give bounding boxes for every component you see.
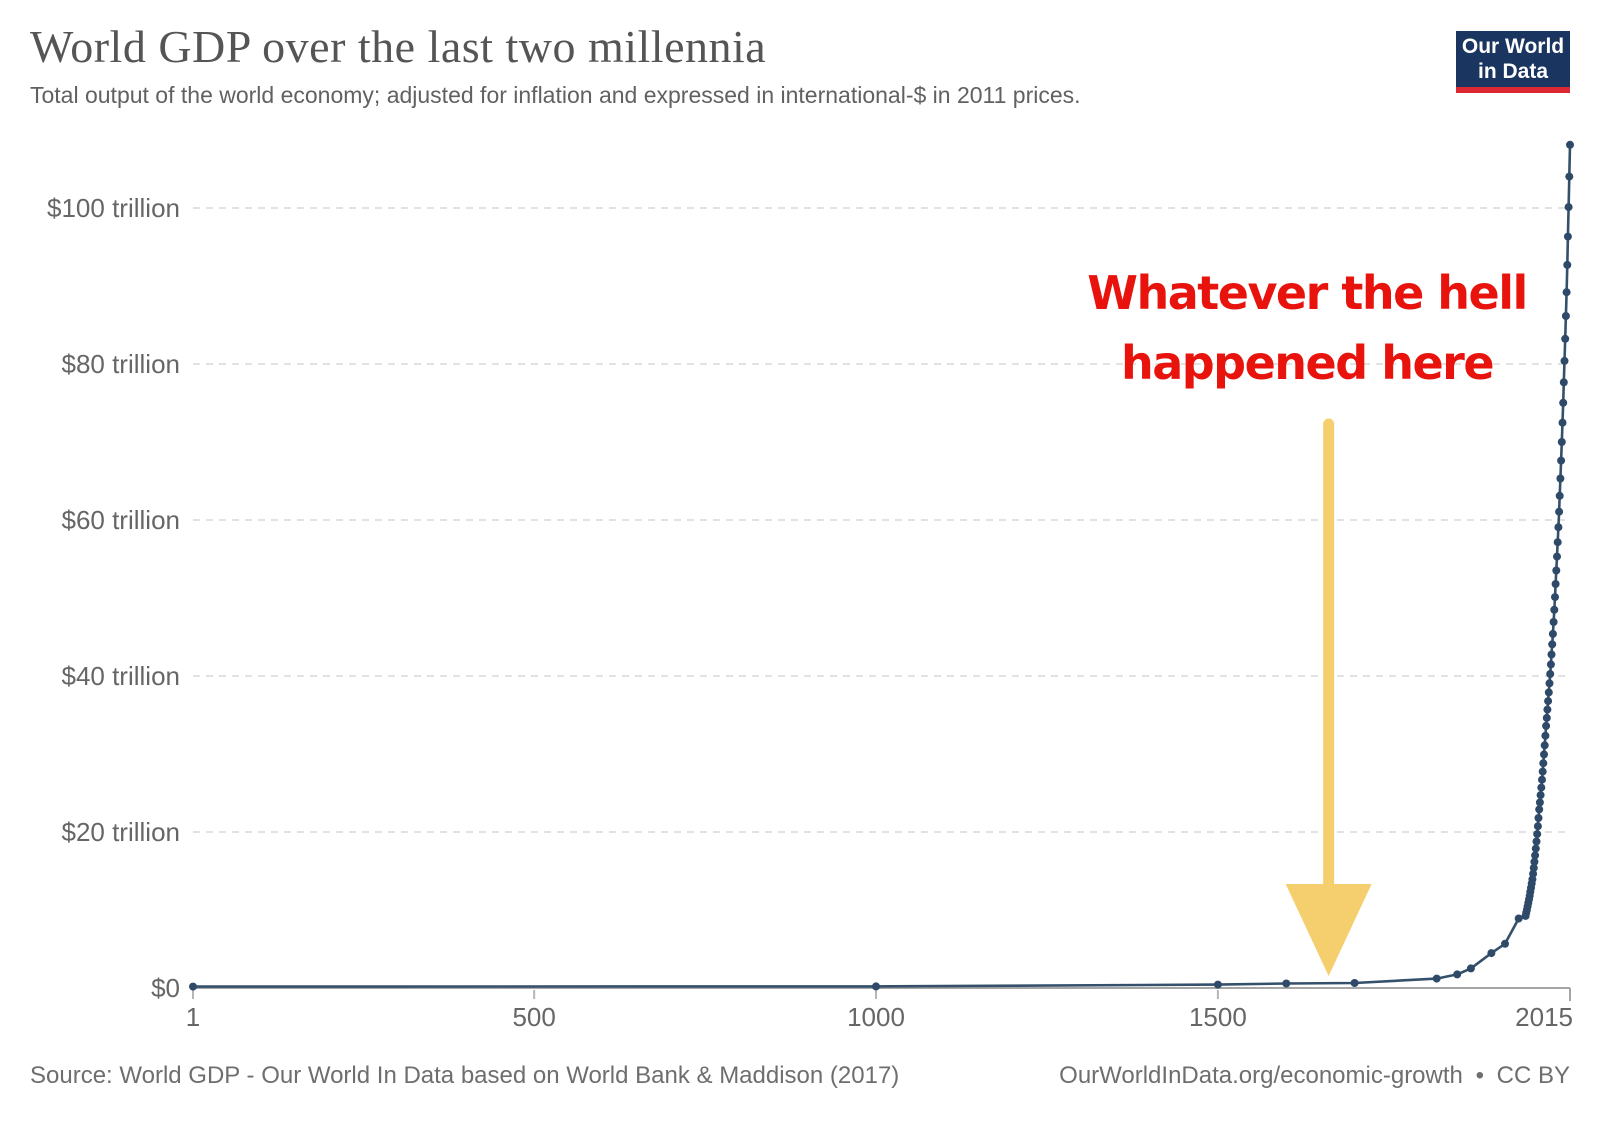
data-point (872, 982, 880, 991)
data-point (1533, 822, 1542, 831)
data-point (1548, 629, 1557, 638)
data-point (1549, 618, 1558, 626)
data-point (1539, 759, 1548, 768)
y-axis-tick-label: $80 trillion (61, 349, 180, 379)
y-axis-tick-label: $100 trillion (47, 193, 180, 223)
data-point (1551, 593, 1559, 602)
data-point (1543, 705, 1552, 714)
chart-footer: Source: World GDP - Our World In Data ba… (30, 1062, 1570, 1090)
footer-right: OurWorldInData.org/economic-growth • CC … (1059, 1062, 1570, 1090)
meme-annotation: Whatever the hell happened here (1087, 258, 1528, 398)
data-point (1546, 660, 1555, 669)
footer-link: OurWorldInData.org/economic-growth (1059, 1062, 1463, 1089)
data-point (1432, 974, 1441, 983)
data-point (1529, 869, 1538, 878)
data-point (1555, 507, 1564, 516)
x-axis-tick-label: 1000 (847, 1002, 905, 1032)
data-point (1542, 721, 1551, 730)
data-point (1282, 979, 1291, 988)
data-point (1559, 398, 1568, 407)
data-point (1552, 566, 1561, 575)
data-point (1538, 775, 1546, 784)
data-point (1557, 456, 1566, 465)
x-axis-tick-label: 1500 (1189, 1002, 1247, 1032)
data-point (1531, 851, 1540, 860)
data-point (1529, 863, 1538, 872)
data-point (1559, 378, 1568, 387)
data-point (1514, 914, 1523, 923)
owid-logo: Our World in Data (1456, 31, 1570, 93)
data-point (1562, 288, 1571, 297)
meme-arrow-head (1285, 884, 1372, 976)
data-point (1453, 970, 1462, 979)
data-point (1560, 356, 1569, 365)
data-point (1547, 650, 1556, 659)
data-point (1541, 731, 1550, 740)
data-point (1537, 783, 1546, 792)
data-point (1544, 688, 1553, 697)
data-point (1501, 939, 1509, 948)
data-point (1533, 830, 1542, 839)
data-point (1487, 949, 1496, 958)
data-point (1534, 814, 1543, 822)
data-point (1530, 857, 1539, 866)
data-point (1566, 140, 1574, 149)
data-point (1551, 580, 1560, 588)
chart-subtitle: Total output of the world economy; adjus… (30, 82, 1081, 108)
data-point (1564, 203, 1573, 212)
data-point (1466, 964, 1475, 973)
data-point (1556, 474, 1565, 483)
y-axis-tick-label: $0 (151, 973, 180, 1003)
data-point (1553, 538, 1562, 547)
data-point (1538, 767, 1547, 776)
x-axis-tick-label: 500 (512, 1002, 555, 1032)
y-axis-tick-label: $20 trillion (61, 817, 180, 847)
meme-annotation-line1: Whatever the hell (1087, 266, 1528, 320)
owid-logo-line1: Our World (1461, 35, 1565, 58)
data-point (1555, 491, 1564, 500)
data-point (1531, 844, 1540, 853)
source-note: Source: World GDP - Our World In Data ba… (30, 1062, 900, 1089)
data-point (1563, 232, 1572, 241)
footer-separator: • (1475, 1062, 1484, 1089)
data-point (1557, 438, 1566, 446)
data-point (1535, 805, 1544, 814)
x-axis-tick-label: 1 (186, 1002, 200, 1032)
footer-license: CC BY (1496, 1062, 1570, 1089)
data-point (1545, 679, 1554, 688)
y-axis-tick-label: $60 trillion (61, 505, 180, 535)
y-axis-tick-label: $40 trillion (61, 661, 180, 691)
data-point (1544, 697, 1553, 706)
owid-logo-line2: in Data (1477, 60, 1548, 83)
x-axis-tick-label: 2015 (1515, 1002, 1573, 1032)
data-point (1542, 713, 1551, 722)
data-point (1548, 640, 1557, 649)
data-point (1565, 172, 1574, 181)
meme-annotation-line2: happened here (1120, 336, 1495, 390)
data-point (1536, 791, 1545, 800)
data-point (1540, 750, 1548, 759)
data-point (1350, 979, 1359, 987)
data-point (1553, 552, 1561, 561)
data-point (1546, 670, 1555, 678)
data-point (189, 982, 197, 991)
data-point (1535, 798, 1544, 807)
page-title: World GDP over the last two millennia (30, 21, 767, 72)
data-point (1554, 523, 1563, 532)
data-point (1563, 260, 1572, 269)
data-point (1550, 605, 1559, 614)
data-point (1213, 980, 1222, 989)
data-point (1540, 741, 1549, 750)
data-point (1561, 312, 1570, 320)
data-point (1561, 334, 1570, 343)
data-point (1558, 418, 1567, 427)
data-point (1532, 837, 1541, 846)
